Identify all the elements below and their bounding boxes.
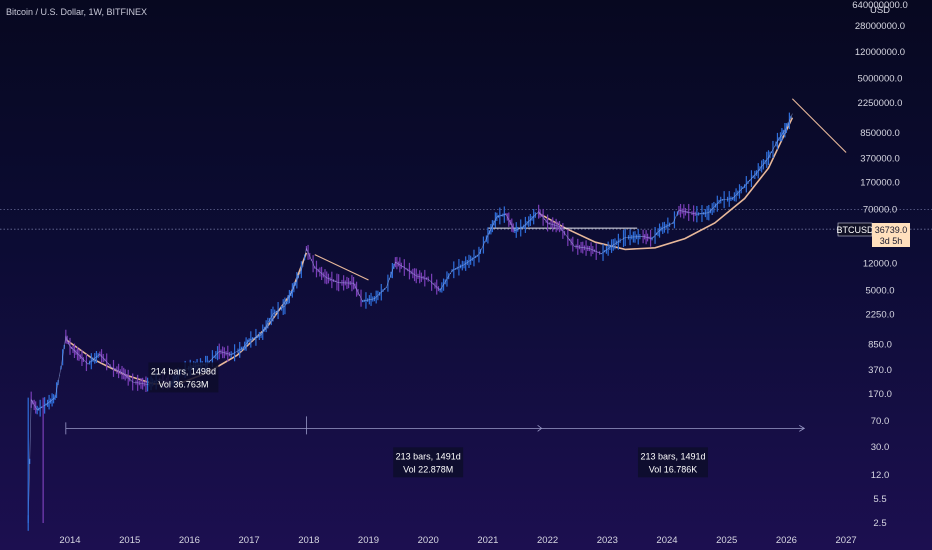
last-price: 36739.0: [875, 225, 908, 235]
x-tick-label: 2014: [59, 535, 80, 546]
x-tick-label: 2025: [716, 535, 737, 546]
y-tick-label: 28000000.0: [855, 21, 905, 32]
measure-label-volume: Vol 16.786K: [649, 464, 698, 474]
y-tick-label: 370.0: [868, 365, 892, 376]
x-tick-label: 2024: [656, 535, 677, 546]
y-tick-label: 370000.0: [860, 153, 900, 164]
y-tick-label: 640000000.0: [852, 0, 907, 11]
x-tick-label: 2027: [836, 535, 857, 546]
x-tick-label: 2023: [597, 535, 618, 546]
x-tick-label: 2017: [239, 535, 260, 546]
measure-label-box: [637, 447, 708, 478]
annotation-layer: 214 bars, 1498d Vol 36.763M 213 bars, 1491…: [65, 362, 806, 478]
y-tick-label: 5.5: [873, 494, 886, 505]
y-tick-label: 850.0: [868, 340, 892, 351]
projection-line-1: [791, 98, 847, 153]
y-tick-label: 850000.0: [860, 128, 900, 139]
y-axis-unit: USD: [870, 5, 890, 16]
grid-layer: [0, 209, 932, 230]
y-tick-label: 2250000.0: [858, 98, 903, 109]
axis-layer: 640000000.0 28000000.0 12000000.0 5000000.0…: [59, 0, 907, 546]
measure-label-bars: 214 bars, 1498d: [151, 366, 216, 376]
bar-countdown: 3d 5h: [880, 236, 903, 246]
measure-arrow-mark: [537, 425, 543, 432]
measure-label-box: [148, 362, 219, 393]
measure-label-volume: Vol 36.763M: [158, 379, 208, 389]
y-tick-label: 2.5: [873, 518, 886, 529]
y-tick-label: 12.0: [871, 470, 890, 481]
measure-label-1: 213 bars, 1491d Vol 22.878M: [393, 447, 464, 478]
y-tick-label: 30.0: [871, 442, 890, 453]
measure-label-bars: 213 bars, 1491d: [640, 451, 705, 461]
trend-curve-layer: [65, 98, 847, 385]
y-tick-label: 2250.0: [865, 310, 894, 321]
y-tick-label: 5000000.0: [858, 74, 903, 85]
x-tick-label: 2026: [776, 535, 797, 546]
y-tick-label: 170000.0: [860, 177, 900, 188]
price-line: [27, 113, 793, 524]
last-price-box: [872, 223, 910, 247]
price-label: BTCUSD 36739.0 3d 5h: [836, 222, 910, 247]
y-tick-label: 5000.0: [865, 285, 894, 296]
y-tick-label: 70000.0: [863, 204, 897, 215]
measure-label-box: [393, 447, 464, 478]
y-tick-label: 70.0: [871, 416, 890, 427]
x-tick-label: 2016: [179, 535, 200, 546]
x-tick-label: 2021: [477, 535, 498, 546]
x-tick-label: 2015: [119, 535, 140, 546]
y-tick-label: 12000000.0: [855, 47, 905, 58]
measure-label-volume: Vol 22.878M: [403, 464, 453, 474]
x-tick-label: 2020: [418, 535, 439, 546]
x-tick-label: 2018: [298, 535, 319, 546]
projection-line-0: [314, 254, 369, 281]
measure-label-0: 214 bars, 1498d Vol 36.763M: [148, 362, 219, 393]
symbol-label: BTCUSD: [836, 225, 874, 235]
chart-title: Bitcoin / U.S. Dollar, 1W, BITFINEX: [6, 7, 147, 17]
x-tick-label: 2019: [358, 535, 379, 546]
measure-label-bars: 213 bars, 1491d: [396, 451, 461, 461]
measure-label-2: 213 bars, 1491d Vol 16.786K: [637, 447, 708, 478]
y-tick-label: 170.0: [868, 389, 892, 400]
trend-curve-1: [538, 117, 794, 251]
y-tick-label: 12000.0: [863, 258, 897, 269]
measure-arrow-head: [799, 425, 806, 432]
x-tick-label: 2022: [537, 535, 558, 546]
